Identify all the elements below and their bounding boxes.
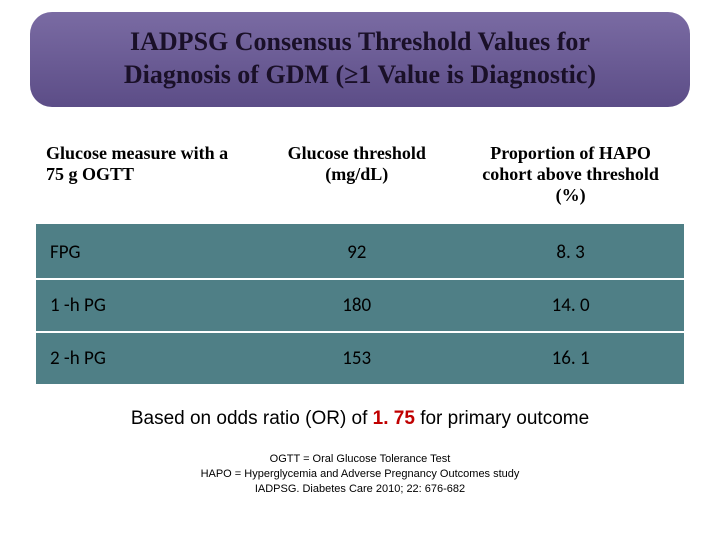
odds-ratio-value: 1. 75 [373,408,415,429]
row-threshold: 92 [256,226,457,280]
footnote-line-3: IADPSG. Diabetes Care 2010; 22: 676-682 [0,482,720,497]
table-row: 1 -h PG 180 14. 0 [36,279,684,332]
table-row: FPG 92 8. 3 [36,226,684,280]
table: Glucose measure with a 75 g OGTT Glucose… [36,135,684,386]
row-label: 1 -h PG [36,279,256,332]
footnote-line-2: HAPO = Hyperglycemia and Adverse Pregnan… [0,467,720,482]
caption-prefix: Based on odds ratio (OR) of [131,408,373,429]
title-line-2: Diagnosis of GDM (≥1 Value is Diagnostic… [58,59,662,92]
title-banner: IADPSG Consensus Threshold Values for Di… [30,12,690,107]
footnote: OGTT = Oral Glucose Tolerance Test HAPO … [0,452,720,497]
table-row: 2 -h PG 153 16. 1 [36,332,684,385]
table-header-row: Glucose measure with a 75 g OGTT Glucose… [36,135,684,226]
col-header-proportion: Proportion of HAPO cohort above threshol… [457,135,684,226]
row-proportion: 14. 0 [457,279,684,332]
row-threshold: 180 [256,279,457,332]
title-line-1: IADPSG Consensus Threshold Values for [58,26,662,59]
threshold-table: Glucose measure with a 75 g OGTT Glucose… [36,135,684,386]
row-threshold: 153 [256,332,457,385]
caption: Based on odds ratio (OR) of 1. 75 for pr… [0,408,720,430]
row-proportion: 16. 1 [457,332,684,385]
footnote-line-1: OGTT = Oral Glucose Tolerance Test [0,452,720,467]
caption-suffix: for primary outcome [415,408,589,429]
row-label: FPG [36,226,256,280]
col-header-measure: Glucose measure with a 75 g OGTT [36,135,256,226]
col-header-threshold: Glucose threshold (mg/dL) [256,135,457,226]
row-proportion: 8. 3 [457,226,684,280]
row-label: 2 -h PG [36,332,256,385]
